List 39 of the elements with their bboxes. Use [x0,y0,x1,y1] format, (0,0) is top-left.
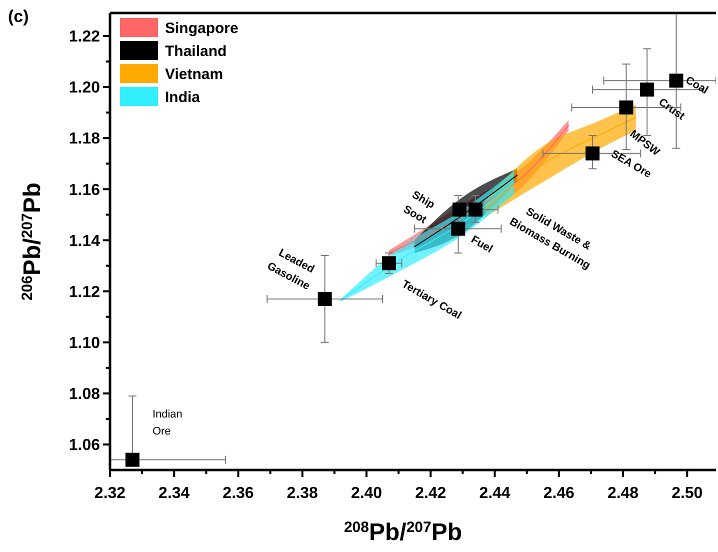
x-tick-label: 2.48 [607,485,639,502]
point [669,74,684,88]
annotation: Indian Ore [152,408,182,438]
x-tick-label: 2.36 [222,485,254,502]
y-tick-label: 1.18 [68,130,100,148]
y-tick-label: 1.22 [68,28,100,46]
y-tick-label: 1.08 [68,386,100,404]
y-tick-label: 1.10 [68,334,100,352]
point [586,146,600,160]
y-tick-label: 1.20 [68,80,100,97]
legend-label: Vietnam [165,66,224,83]
chart-title: (c) [8,7,29,26]
x-tick-label: 2.34 [158,485,190,502]
y-tick-label: 1.06 [68,437,100,454]
x-tick-label: 2.44 [479,485,510,502]
point [382,256,396,270]
annotation: Fuel [468,234,495,256]
point [619,100,634,114]
legend-label: Singapore [165,20,238,37]
point [468,202,483,217]
x-tick-label: 2.32 [94,485,126,502]
point [318,292,332,306]
x-tick-label: 2.42 [415,485,446,502]
y-tick-label: 1.14 [68,232,100,250]
point [125,452,140,467]
point [452,202,466,217]
legend-label: India [165,89,201,106]
point [640,82,654,97]
annotation: Ship Soot [401,188,437,226]
y-tick-label: 1.12 [68,284,100,301]
point [451,222,466,236]
x-tick-label: 2.46 [543,485,575,502]
y-tick-label: 1.16 [68,182,100,199]
x-axis-title: $^{208}$Pb/$^{207}$Pb [344,518,462,546]
annotation: Coal [683,74,710,97]
legend-label: Thailand [165,43,227,60]
x-tick-label: 2.40 [350,485,382,502]
x-tick-label: 2.38 [286,485,318,502]
x-tick-label: 2.50 [672,485,703,502]
